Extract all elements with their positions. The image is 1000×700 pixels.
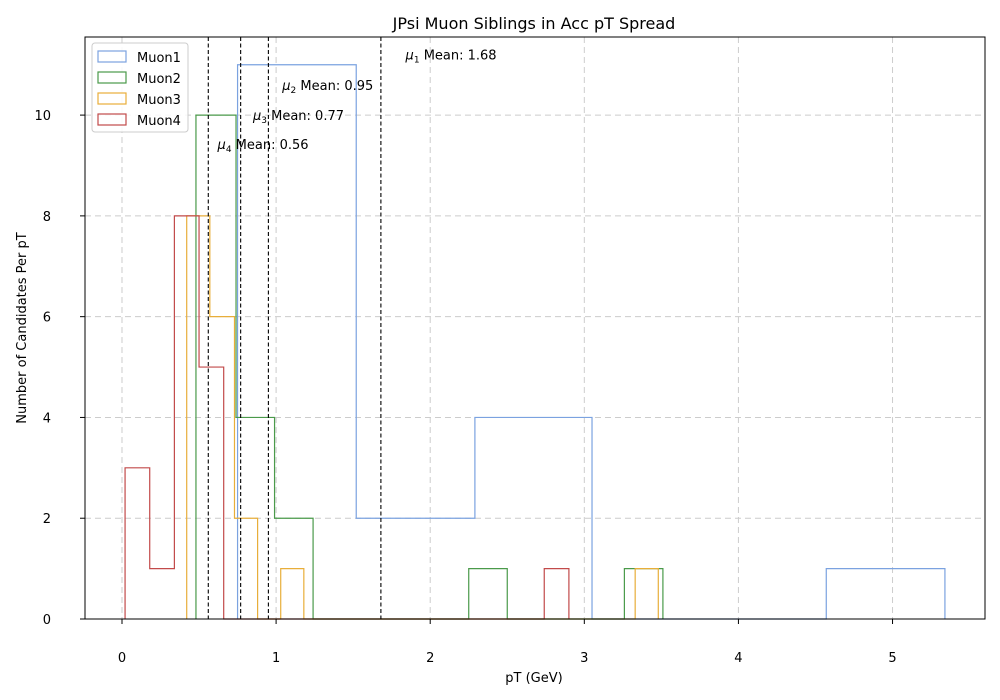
x-tick-label-5: 5 <box>888 651 896 666</box>
mean-annotation-1: μ1 Mean: 1.68 <box>405 49 497 66</box>
bin-muon1-5 <box>826 569 945 619</box>
x-tick-label-0: 0 <box>118 651 126 666</box>
y-tick-label-0: 0 <box>43 613 51 628</box>
legend-label-muon1: Muon1 <box>137 51 181 66</box>
bin-muon3-4 <box>281 569 304 619</box>
x-tick-label-1: 1 <box>272 651 280 666</box>
legend-label-muon4: Muon4 <box>137 114 181 129</box>
mean-lines-layer: μ1 Mean: 1.68 μ2 Mean: 0.95 μ3 Mean: 0.77 μ… <box>207 37 497 619</box>
bin-muon3-2 <box>234 518 257 619</box>
legend: Muon1 Muon2 Muon3 Muon4 <box>91 42 189 133</box>
legend-swatch-muon3 <box>97 92 127 105</box>
legend-box <box>91 42 189 133</box>
bin-muon1-1 <box>356 518 475 619</box>
y-axis-label: Number of Candidates Per pT <box>15 232 30 423</box>
chart-title: JPsi Muon Siblings in Acc pT Spread <box>392 14 676 33</box>
legend-swatch-muon1 <box>97 50 127 63</box>
bin-muon4-0 <box>125 468 150 619</box>
mean-annotation-4: μ4 Mean: 0.56 <box>217 138 309 155</box>
bin-muon4-3 <box>199 367 224 619</box>
legend-label-muon3: Muon3 <box>137 93 181 108</box>
y-tick-label-5: 10 <box>34 109 51 124</box>
y-tick-label-4: 8 <box>43 210 51 225</box>
x-tick-label-2: 2 <box>426 651 434 666</box>
mean-annotation-3: μ3 Mean: 0.77 <box>252 109 344 126</box>
bin-muon4-1 <box>150 569 175 619</box>
x-axis-label: pT (GeV) <box>505 671 562 686</box>
y-tick-label-3: 6 <box>43 311 51 326</box>
y-tick-label-1: 2 <box>43 512 51 527</box>
bin-muon3-19 <box>635 569 658 619</box>
series-muon1 <box>236 64 946 620</box>
step-outline-muon1 <box>236 64 946 620</box>
legend-swatch-muon2 <box>97 71 127 84</box>
bin-muon4-17 <box>544 569 569 619</box>
x-tick-label-4: 4 <box>734 651 742 666</box>
x-tick-label-3: 3 <box>580 651 588 666</box>
ticks-layer: 0 1 2 3 4 5 0 2 4 6 8 10 <box>34 109 896 666</box>
y-tick-label-2: 4 <box>43 411 51 426</box>
legend-label-muon2: Muon2 <box>137 72 181 87</box>
legend-swatch-muon4 <box>97 113 127 126</box>
mean-annotation-2: μ2 Mean: 0.95 <box>281 79 373 96</box>
bin-muon4-2 <box>174 216 199 619</box>
plot-frame <box>84 36 986 620</box>
bin-muon2-7 <box>469 569 508 619</box>
